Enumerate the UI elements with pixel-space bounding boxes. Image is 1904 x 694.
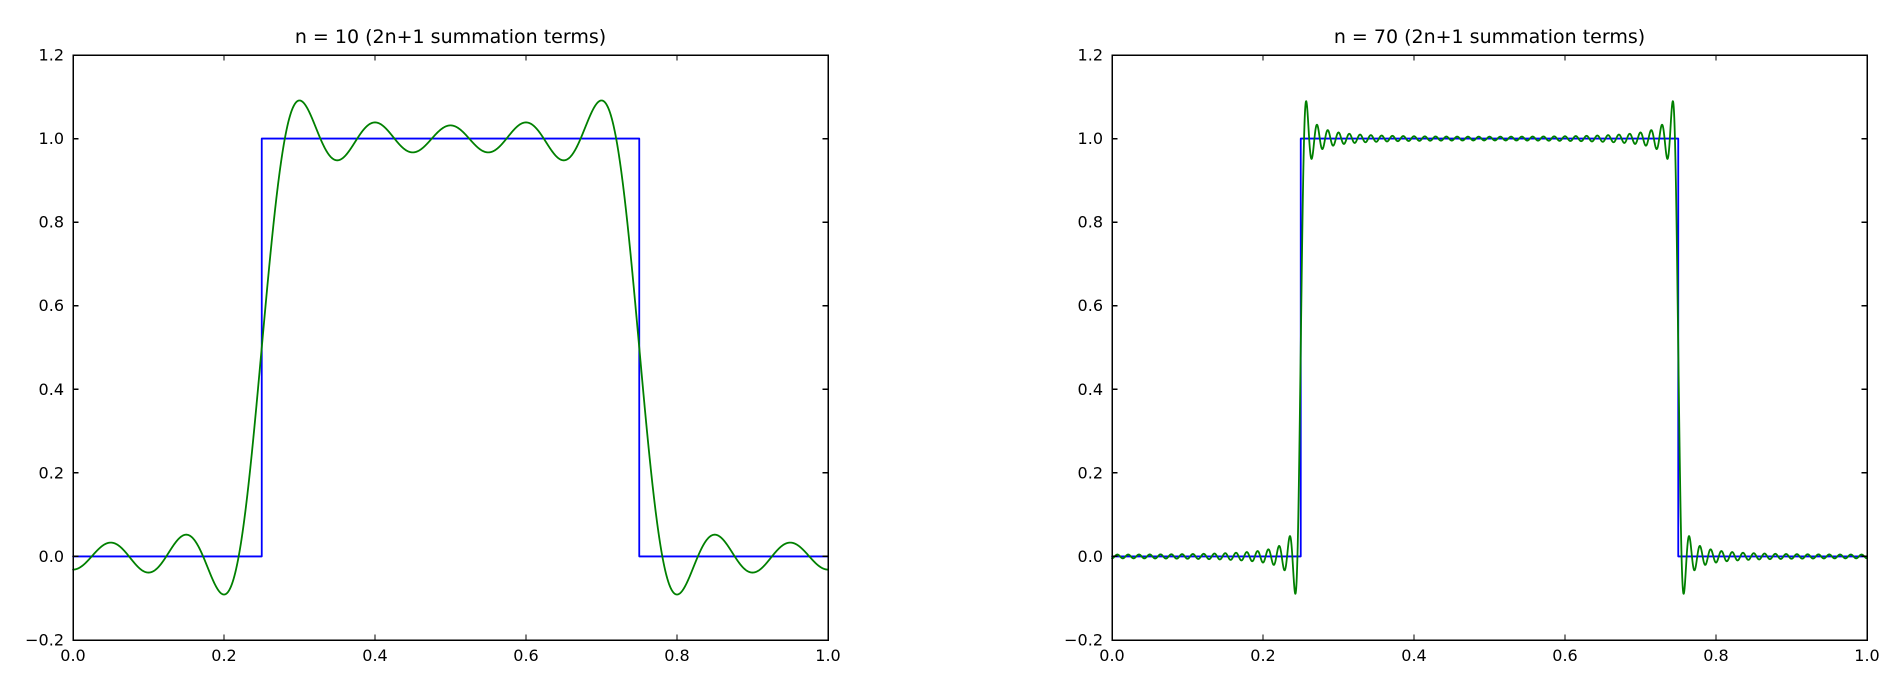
axes-spines	[1111, 54, 1868, 641]
y-tick-label: 0.6	[1078, 296, 1103, 315]
x-tick-label: 1.0	[815, 646, 840, 665]
y-tick-label: 1.2	[1078, 46, 1103, 65]
y-tick-label: 0.2	[39, 463, 64, 482]
y-tick-label: 0.4	[1078, 380, 1103, 399]
x-tick-label: 0.4	[362, 646, 387, 665]
y-tick-label: 1.0	[1078, 129, 1103, 148]
y-tick-label: 0.8	[39, 213, 64, 232]
x-tick-label: 0.6	[513, 646, 538, 665]
y-tick-label: 0.2	[1078, 463, 1103, 482]
plot-title: n = 10 (2n+1 summation terms)	[295, 26, 606, 48]
x-tick-label: 0.8	[1703, 646, 1728, 665]
y-tick-label: −0.2	[1064, 631, 1103, 650]
x-tick-label: 1.0	[1854, 646, 1879, 665]
y-tick-label: 0.6	[39, 296, 64, 315]
x-tick-label: 0.0	[60, 646, 85, 665]
x-tick-label: 0.0	[1099, 646, 1124, 665]
x-tick-label: 0.4	[1401, 646, 1426, 665]
x-tick-label: 0.2	[211, 646, 236, 665]
x-tick-label: 0.8	[664, 646, 689, 665]
subplot-2: 0.0 0.2 0.4 0.6 0.8 1.0−0.20.00.20.40.60.81.0…	[1064, 26, 1880, 665]
y-tick-label: 0.0	[1078, 547, 1103, 566]
subplot-1: 0.0 0.2 0.4 0.6 0.8 1.0−0.20.00.20.40.60.81.0…	[25, 26, 841, 665]
square-wave-line	[72, 137, 829, 558]
x-tick-label: 0.6	[1552, 646, 1577, 665]
y-tick-label: 0.8	[1078, 213, 1103, 232]
y-tick-label: −0.2	[25, 631, 64, 650]
axes-spines	[72, 54, 829, 641]
fourier-partial-sum-line	[72, 99, 829, 596]
y-tick-label: 1.0	[39, 129, 64, 148]
x-tick-label: 0.2	[1250, 646, 1275, 665]
y-tick-label: 0.4	[39, 380, 64, 399]
square-wave-line	[1111, 137, 1868, 558]
fourier-partial-sum-line	[1111, 100, 1868, 595]
y-tick-label: 1.2	[39, 46, 64, 65]
y-tick-label: 0.0	[39, 547, 64, 566]
plot-title: n = 70 (2n+1 summation terms)	[1334, 26, 1645, 48]
